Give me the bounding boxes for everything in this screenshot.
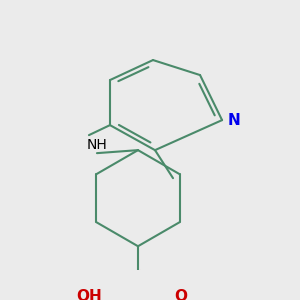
Text: N: N [228, 112, 241, 128]
Text: NH: NH [87, 138, 107, 152]
Text: O: O [174, 289, 187, 300]
Text: OH: OH [76, 289, 102, 300]
